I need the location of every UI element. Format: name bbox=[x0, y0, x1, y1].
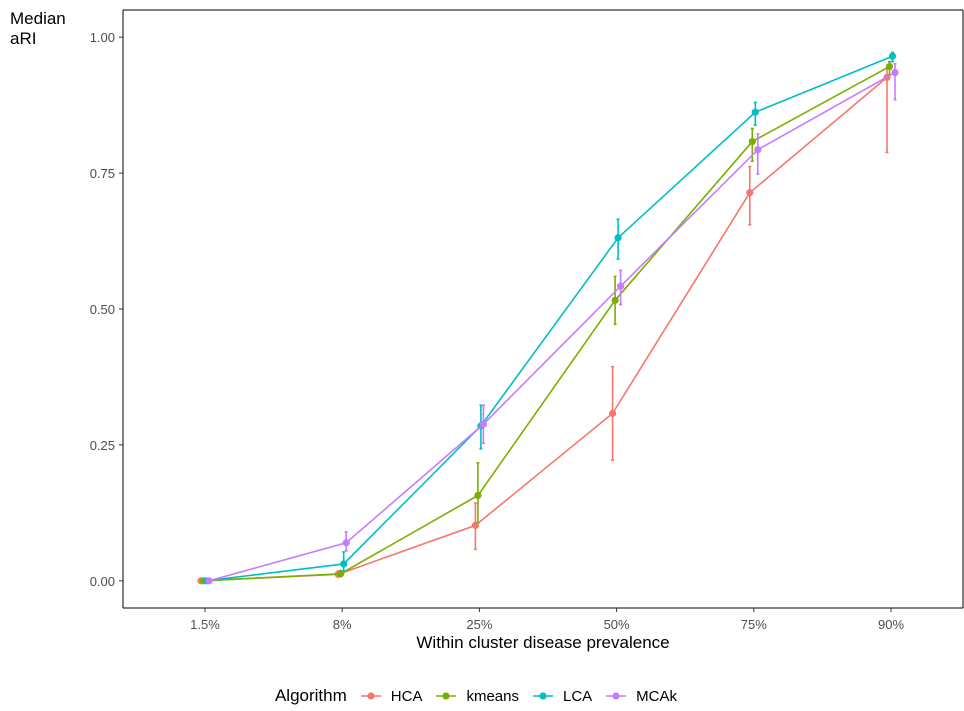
y-axis-label-line-1: Median bbox=[10, 9, 66, 28]
y-tick-label: 0.75 bbox=[90, 166, 115, 181]
data-point bbox=[614, 234, 622, 242]
legend-items: HCA kmeans LCA MCAk bbox=[359, 688, 689, 705]
x-tick-label: 75% bbox=[741, 617, 767, 632]
legend-key bbox=[436, 692, 457, 700]
legend-item-LCA: LCA bbox=[531, 688, 592, 705]
data-point bbox=[474, 491, 482, 500]
x-tick-label: 90% bbox=[878, 617, 904, 632]
data-point bbox=[754, 146, 762, 154]
legend-item-kmeans: kmeans bbox=[434, 688, 519, 705]
y-tick-label: 0.50 bbox=[90, 302, 115, 317]
series-kmeans bbox=[199, 60, 894, 585]
data-point bbox=[748, 137, 756, 146]
x-tick-label: 1.5% bbox=[190, 617, 220, 632]
data-point bbox=[337, 570, 345, 578]
series-group bbox=[197, 51, 899, 585]
x-axis-label: Within cluster disease prevalence bbox=[416, 633, 670, 652]
legend-label: LCA bbox=[562, 687, 593, 705]
x-tick-label: 25% bbox=[466, 617, 492, 632]
data-point bbox=[342, 539, 350, 547]
legend: Algorithm HCA kmeans LCA MCAk bbox=[0, 686, 964, 706]
data-point bbox=[479, 420, 487, 428]
data-point bbox=[751, 108, 759, 116]
axes: 0.00 0.25 0.50 0.75 1.00 1.5% 8% 25% 50% 75% 90% bbox=[90, 9, 964, 632]
legend-item-MCAk: MCAk bbox=[604, 688, 677, 705]
legend-label: kmeans bbox=[466, 687, 519, 705]
legend-key bbox=[532, 692, 553, 700]
legend-title: Algorithm bbox=[274, 686, 347, 705]
data-point bbox=[471, 521, 479, 529]
data-point bbox=[205, 577, 213, 585]
x-tick-label: 8% bbox=[333, 617, 352, 632]
series-line bbox=[200, 76, 888, 582]
series-line bbox=[203, 65, 890, 582]
y-tick-label: 0.25 bbox=[90, 438, 115, 453]
legend-key bbox=[606, 692, 627, 700]
series-line bbox=[206, 55, 893, 582]
data-point bbox=[609, 409, 617, 417]
data-point bbox=[611, 296, 619, 304]
legend-item-HCA: HCA bbox=[359, 687, 423, 705]
series-LCA bbox=[202, 51, 897, 585]
data-point bbox=[746, 189, 754, 197]
legend-key bbox=[360, 692, 381, 700]
series-line bbox=[208, 71, 896, 582]
legend-label: HCA bbox=[390, 687, 423, 705]
y-axis-label: Median aRI bbox=[10, 9, 100, 49]
series-HCA bbox=[197, 67, 891, 585]
data-point bbox=[340, 560, 348, 568]
series-MCAk bbox=[205, 63, 899, 585]
data-point bbox=[617, 282, 625, 290]
y-tick-label: 0.00 bbox=[90, 574, 115, 589]
y-tick-label: 1.00 bbox=[90, 30, 115, 45]
legend-label: MCAk bbox=[636, 687, 678, 705]
data-point bbox=[885, 62, 894, 71]
data-point bbox=[891, 68, 899, 77]
x-tick-label: 50% bbox=[604, 617, 630, 632]
data-point bbox=[888, 52, 897, 60]
y-axis-label-line-2: aRI bbox=[10, 29, 37, 48]
